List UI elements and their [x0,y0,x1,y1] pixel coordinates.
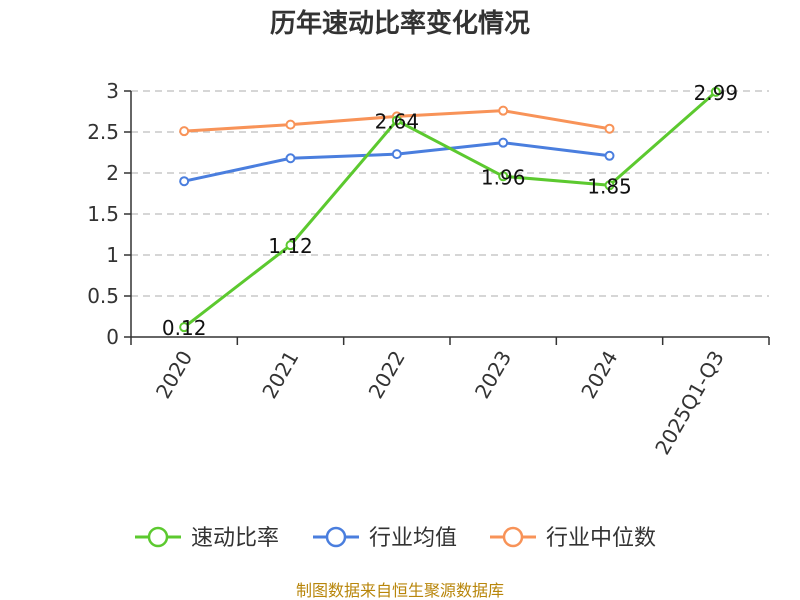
y-tick-label: 2.5 [87,120,119,144]
series-lines [179,86,721,333]
data-point[interactable] [498,171,509,182]
x-tick-label: 2022 [364,347,410,403]
x-tick-label: 2023 [470,346,516,402]
data-point[interactable] [285,153,296,164]
data-point[interactable] [498,105,509,116]
data-point[interactable] [391,115,402,126]
data-point[interactable] [179,176,190,187]
x-tick-label: 2020 [151,347,197,403]
data-label: 1.96 [481,165,526,189]
data-label: 2.99 [694,81,739,105]
legend-item-2[interactable]: 行业中位数 [490,526,656,551]
data-point[interactable] [604,180,615,191]
legend-item-1[interactable]: 行业均值 [313,526,457,551]
legend-marker-icon [502,526,524,548]
data-point[interactable] [498,137,509,148]
legend-marker-icon [325,526,347,548]
x-tick-label: 2025Q1-Q3 [650,347,729,459]
y-tick-label: 1 [106,243,119,267]
data-point[interactable] [285,119,296,130]
y-tick-label: 3 [106,79,119,103]
data-label: 1.85 [587,174,632,198]
series-0 [179,86,721,333]
x-tick-label: 2021 [257,347,303,403]
data-point[interactable] [285,240,296,251]
data-label: 1.12 [268,234,313,258]
data-point[interactable] [391,149,402,160]
chart-title: 历年速动比率变化情况 [270,8,530,39]
legend-label: 速动比率 [191,526,279,551]
series-line [183,141,610,183]
legend: 速动比率 行业均值 行业中位数 [135,526,656,551]
series-1 [179,137,615,187]
data-labels: 0.12 1.12 2.64 1.96 1.85 2.99 [162,81,738,340]
y-tick-label: 1.5 [87,202,119,226]
x-tick-label: 2024 [576,347,622,403]
data-point[interactable] [710,86,721,97]
y-tick-label: 2 [106,161,119,185]
data-point[interactable] [179,322,190,333]
grid-lines [131,90,769,297]
source-note: 制图数据来自恒生聚源数据库 [296,581,504,600]
data-label: 2.64 [375,110,420,134]
data-label: 0.12 [162,316,207,340]
legend-item-0[interactable]: 速动比率 [135,526,279,551]
data-point[interactable] [179,126,190,137]
y-tick-label: 0.5 [87,284,119,308]
legend-marker-icon [147,526,169,548]
y-tick-label: 0 [106,325,119,349]
legend-label: 行业中位数 [546,526,656,551]
data-point[interactable] [604,123,615,134]
legend-label: 行业均值 [369,526,457,551]
data-point[interactable] [604,150,615,161]
series-line [183,90,717,329]
